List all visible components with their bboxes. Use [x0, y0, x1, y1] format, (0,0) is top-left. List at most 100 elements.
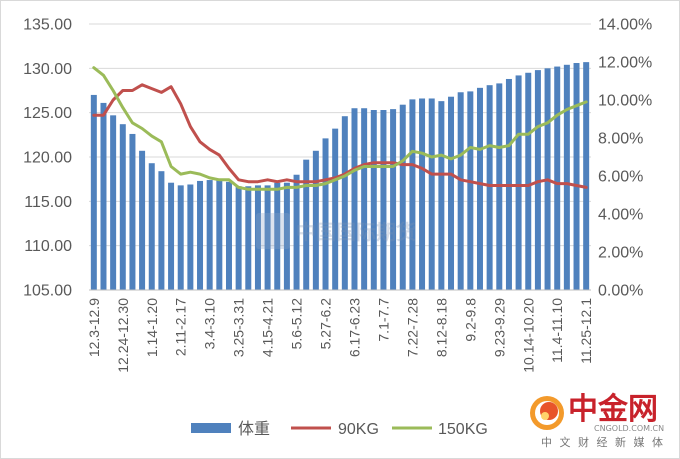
y-axis-tick-label: 130.00: [23, 61, 72, 78]
right-axis-labels: 0.00% 2.00% 4.00% 6.00% 8.00% 10.00% 12.00% 14.…: [598, 17, 652, 300]
legend-label-150kg: 150KG: [438, 421, 488, 438]
y2-axis-tick-label: 14.00%: [598, 17, 652, 34]
weight-bar-17: [254, 185, 261, 290]
x-axis-tick-label: 9.23-9.29: [491, 298, 507, 357]
weight-bar-1: [100, 102, 107, 290]
weight-bar-6: [148, 163, 155, 290]
x-axis-labels: 12.3-12.9 12.24-12.30 1.14-1.20 2.11-2.17 3.…: [86, 298, 594, 373]
x-axis-tick-label: 9.2-9.8: [462, 298, 478, 342]
weight-bar-21: [293, 174, 300, 290]
legend-item-150kg: 150KG: [392, 421, 488, 438]
weight-bar-41: [486, 85, 493, 291]
weight-bar-11: [197, 180, 204, 290]
weight-bar-0: [90, 94, 97, 291]
x-axis-tick-label: 6.17-6.23: [347, 298, 363, 357]
weight-bar-36: [438, 101, 445, 290]
weight-bar-7: [158, 171, 165, 290]
x-axis-tick-label: 1.14-1.20: [144, 298, 160, 357]
x-axis-tick-label: 2.11-2.17: [173, 298, 189, 356]
x-axis-tick-label: 11.4-11.10: [549, 298, 565, 363]
x-axis-tick-label: 5.6-5.12: [289, 298, 305, 350]
weight-bar-46: [534, 70, 541, 290]
weight-bar-44: [515, 75, 522, 291]
weight-bar-33: [409, 99, 416, 291]
legend-item-weight: 体重: [191, 420, 270, 438]
y-axis-tick-label: 125.00: [23, 105, 72, 122]
weight-bar-23: [312, 150, 319, 290]
x-axis-tick-label: 3.4-3.10: [202, 298, 218, 350]
weight-bar-9: [177, 185, 184, 290]
legend-item-90kg: 90KG: [291, 421, 379, 438]
weight-bar-45: [525, 72, 532, 291]
logo-domain: CNGOLD.COM.CN: [594, 424, 664, 433]
line-series: [92, 66, 588, 191]
y2-axis-tick-label: 4.00%: [598, 207, 643, 224]
y-axis-tick-label: 115.00: [24, 194, 72, 211]
weight-bar-13: [216, 179, 223, 290]
y-axis-tick-label: 110.00: [24, 238, 72, 255]
left-axis-labels: 105.00 110.00 115.00 120.00 125.00 130.00 135.…: [23, 17, 72, 300]
x-axis-tick-label: 4.15-4.21: [260, 298, 276, 357]
weight-bar-39: [467, 91, 474, 290]
weight-bar-12: [206, 180, 213, 290]
weight-bar-20: [283, 182, 290, 290]
weight-bar-4: [129, 133, 136, 290]
weight-bar-25: [332, 128, 339, 290]
y2-axis-tick-label: 6.00%: [598, 169, 643, 186]
legend-label-90kg: 90KG: [338, 421, 379, 438]
weight-bar-27: [351, 108, 358, 290]
y2-axis-tick-label: 0.00%: [598, 283, 643, 300]
weight-bar-50: [573, 63, 580, 291]
legend: 体重 90KG 150KG: [191, 420, 488, 438]
y-axis-tick-label: 120.00: [23, 150, 72, 167]
weight-bar-19: [274, 182, 281, 290]
watermark: 中国国际期货: [256, 213, 416, 249]
weight-bar-2: [110, 115, 117, 290]
x-axis-tick-label: 8.12-8.18: [433, 298, 449, 357]
weight-bar-18: [264, 185, 271, 290]
weight-bar-37: [448, 96, 455, 291]
weight-bar-51: [583, 62, 590, 290]
y-axis-tick-label: 105.00: [23, 283, 72, 300]
logo-tagline: 中 文 财 经 新 媒 体: [541, 435, 665, 449]
y2-axis-tick-label: 2.00%: [598, 245, 643, 262]
x-axis-tick-label: 7.22-7.28: [404, 298, 420, 357]
weight-bar-5: [139, 150, 146, 290]
emblem-dot: [541, 412, 549, 420]
y-axis-tick-label: 135.00: [23, 17, 72, 34]
y2-axis-tick-label: 8.00%: [598, 131, 643, 148]
weight-bar-8: [168, 182, 175, 290]
legend-swatch-weight: [191, 423, 231, 433]
weight-bar-48: [554, 66, 561, 290]
x-axis-tick-label: 3.25-3.31: [231, 298, 247, 357]
x-axis-tick-label: 10.14-10.20: [520, 298, 536, 373]
weight-bar-35: [428, 98, 435, 290]
legend-label-weight: 体重: [238, 420, 270, 438]
watermark-logo-icon: [256, 213, 290, 249]
cngold-logo: 中金网 CNGOLD.COM.CN 中 文 财 经 新 媒 体: [530, 392, 665, 449]
series-line-90kg: [92, 83, 588, 189]
weight-bar-15: [235, 186, 242, 290]
weight-bar-3: [119, 124, 126, 290]
weight-bar-49: [563, 64, 570, 290]
x-axis-tick-label: 12.24-12.30: [115, 298, 131, 373]
weight-bar-34: [419, 98, 426, 290]
series-line-150kg: [92, 66, 588, 191]
weight-bar-10: [187, 184, 194, 290]
weight-bar-32: [399, 104, 406, 290]
weight-bar-16: [245, 186, 252, 290]
weight-bar-29: [370, 110, 377, 290]
weight-bar-40: [476, 87, 483, 290]
weight-bar-14: [225, 181, 232, 290]
x-axis-tick-label: 12.3-12.9: [86, 298, 102, 357]
y2-axis-tick-label: 12.00%: [598, 55, 652, 72]
logo-name: 中金网: [568, 392, 658, 427]
weight-bar-30: [380, 110, 387, 290]
weight-bar-38: [457, 92, 464, 291]
x-axis-tick-label: 5.27-6.2: [318, 298, 334, 350]
x-axis-tick-label: 11.25-12.1: [578, 298, 594, 364]
weight-bar-31: [390, 109, 397, 291]
watermark-text: 中国国际期货: [296, 220, 416, 244]
x-axis-tick-label: 7.1-7.7: [375, 298, 391, 342]
